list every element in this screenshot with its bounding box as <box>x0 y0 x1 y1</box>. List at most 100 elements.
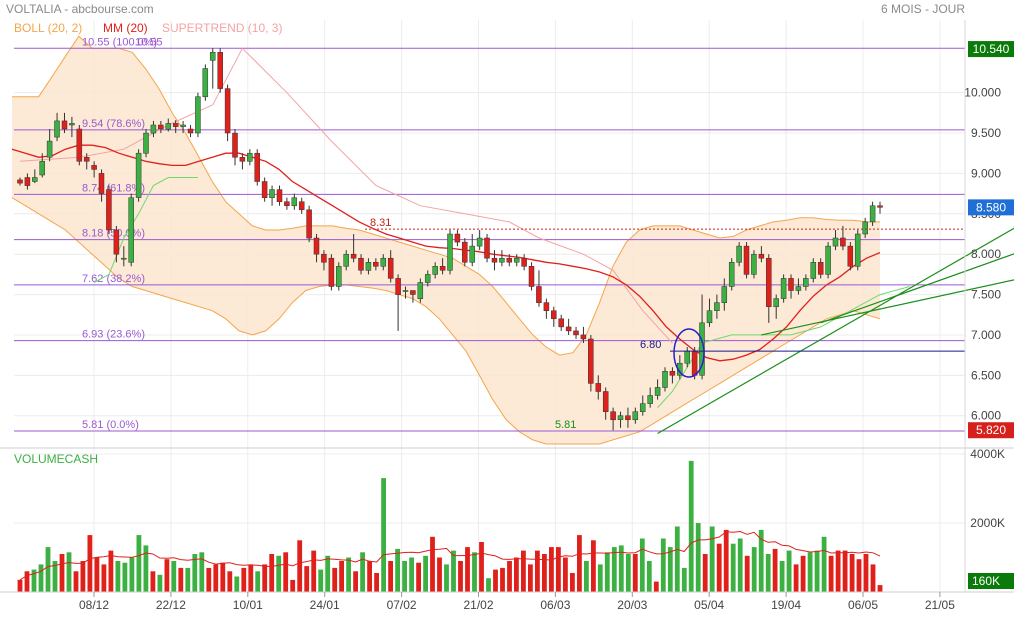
volume-bar <box>472 552 477 592</box>
volume-bar <box>45 547 51 592</box>
volume-bar <box>311 550 317 592</box>
volume-bar <box>521 550 526 592</box>
volume-bar <box>31 569 37 592</box>
candle-body <box>832 237 839 247</box>
volume-bar <box>136 535 142 592</box>
volume-bar <box>486 578 491 592</box>
volume-bar <box>577 535 582 592</box>
date-axis: 08/12 22/12 10/01 24/01 07/02 21/02 06/03 20/03… <box>79 592 955 612</box>
volume-tick-label: 4000K <box>970 447 1005 461</box>
volume-bar <box>108 550 114 592</box>
current-volume-label: 160K <box>972 574 1000 588</box>
volume-bar <box>674 526 680 592</box>
highlight-circle <box>673 328 705 378</box>
volume-bar <box>877 585 883 592</box>
price-tick-label: 8.000 <box>971 247 1001 261</box>
candle-body <box>795 286 802 291</box>
candle-body <box>825 245 831 275</box>
moving-average <box>11 144 881 362</box>
candle-body <box>817 262 824 275</box>
date-tick-label: 21/05 <box>925 598 955 612</box>
volume-bar <box>611 547 617 592</box>
candle-body <box>17 179 23 184</box>
candle-body <box>165 123 172 130</box>
candle-body <box>810 262 817 279</box>
legend-supertrend: SUPERTREND (10, 3) <box>162 21 282 35</box>
candle-body <box>662 371 668 388</box>
volume-bar <box>73 571 79 592</box>
price-axis: 6.0006.5007.0007.5008.0008.5009.0009.500… <box>964 41 1014 439</box>
volume-bar <box>500 567 505 592</box>
candle-body <box>350 253 357 259</box>
candle-body <box>195 96 201 134</box>
candle-body <box>217 52 223 89</box>
candle-body <box>432 266 438 275</box>
candle-body <box>462 241 468 263</box>
period-label: 6 MOIS - JOUR <box>881 2 965 16</box>
volume-average <box>19 530 881 581</box>
fibonacci-label: 8.18 (50.0%) <box>82 228 145 240</box>
candle-body <box>528 266 535 287</box>
volume-bar <box>507 561 512 592</box>
volume-bar <box>821 536 827 592</box>
volume-bar <box>283 552 289 592</box>
volume-bar <box>220 562 226 592</box>
candle-body <box>714 302 720 311</box>
price-tick-label: 6.000 <box>971 409 1001 423</box>
volume-bar <box>528 564 533 592</box>
candle-body <box>780 278 787 299</box>
volume-bar <box>227 571 233 592</box>
candle-body <box>69 123 75 126</box>
candle-body <box>180 124 186 127</box>
candle-body <box>758 253 765 259</box>
candle-body <box>766 257 772 307</box>
volume-bar <box>164 559 170 592</box>
bollinger-fill <box>12 36 880 444</box>
volume-bar <box>660 538 666 592</box>
volume-bar <box>129 557 135 592</box>
candle-body <box>654 387 661 396</box>
date-tick-label: 24/01 <box>310 598 340 612</box>
date-tick-label: 10/01 <box>233 598 263 612</box>
candle-body <box>639 403 646 412</box>
volume-bar <box>255 571 261 592</box>
volume-bar <box>430 536 435 592</box>
candle-body <box>365 262 372 271</box>
candle-body <box>736 245 742 263</box>
volume-bar <box>290 579 296 592</box>
candle-body <box>143 132 149 154</box>
candle-body <box>869 205 876 223</box>
candle-body <box>669 371 676 376</box>
trend-lines <box>657 227 1014 434</box>
volume-bar <box>542 554 547 592</box>
candle-body <box>209 52 216 61</box>
volume-bar <box>681 567 687 592</box>
volume-bar <box>842 550 848 592</box>
volume-bar <box>688 460 694 592</box>
date-tick-label: 20/03 <box>617 598 647 612</box>
candle-body <box>232 132 238 158</box>
candle-body <box>647 395 653 404</box>
candle-body <box>691 350 698 376</box>
volume-bar <box>870 564 876 592</box>
volume-bar <box>744 555 750 592</box>
supertrend-segment <box>93 177 198 283</box>
candle-body <box>373 262 379 267</box>
volume-bar <box>632 554 638 592</box>
candle-body <box>306 209 312 239</box>
volume-bar <box>549 547 554 592</box>
candle-body <box>343 253 349 267</box>
volume-bars <box>17 460 883 593</box>
candle-body <box>46 140 53 158</box>
fibonacci-label: 6.93 (23.6%) <box>82 329 145 341</box>
volume-bar <box>409 557 414 592</box>
annotations: 10.55 8.31 6.80 5.81 <box>135 36 965 431</box>
volume-bar <box>353 571 358 592</box>
volume-bar <box>416 562 421 592</box>
candle-body <box>402 290 409 292</box>
volume-bar <box>318 569 324 592</box>
candle-body <box>321 253 327 263</box>
candle-body <box>284 201 290 206</box>
candle-body <box>76 128 83 162</box>
volume-bar <box>807 552 813 592</box>
